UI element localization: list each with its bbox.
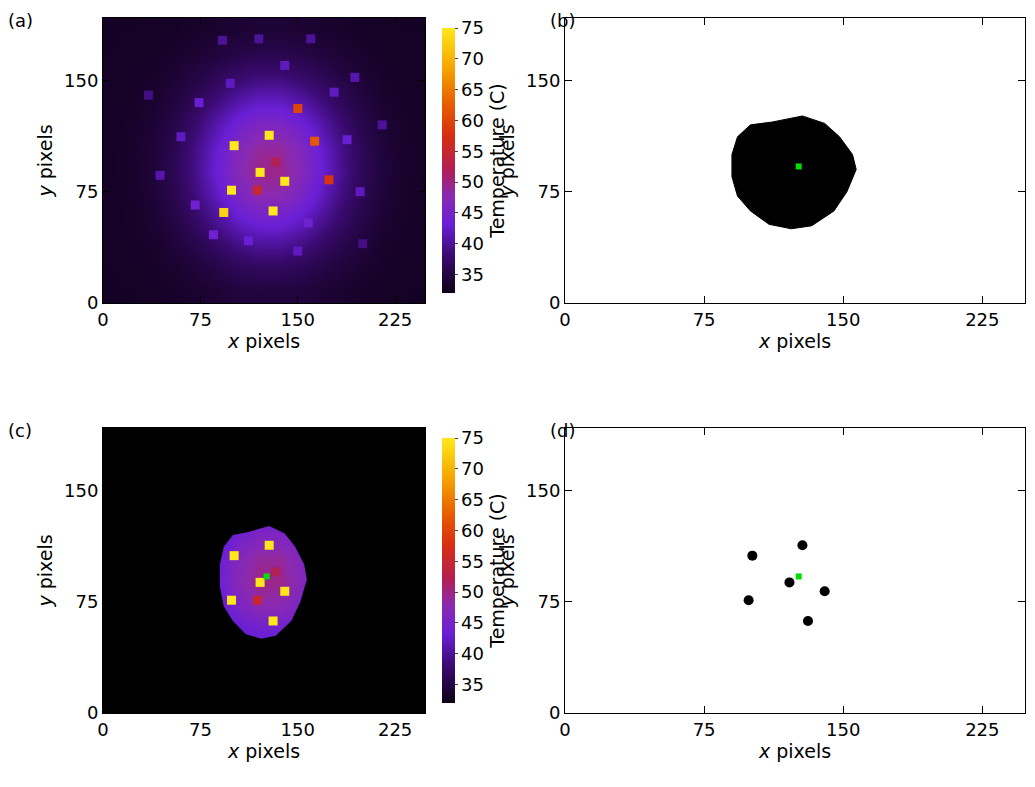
svg-text:225: 225 <box>965 309 999 330</box>
svg-text:75: 75 <box>461 17 484 38</box>
svg-text:150: 150 <box>281 719 315 740</box>
svg-text:75: 75 <box>461 427 484 448</box>
svg-text:150: 150 <box>826 309 860 330</box>
svg-text:0: 0 <box>559 719 570 740</box>
svg-text:x pixels: x pixels <box>758 740 831 762</box>
svg-text:Temperature (C): Temperature (C) <box>486 83 508 239</box>
svg-text:x pixels: x pixels <box>227 330 300 352</box>
svg-text:50: 50 <box>461 581 484 602</box>
svg-text:0: 0 <box>97 719 108 740</box>
svg-text:55: 55 <box>461 141 484 162</box>
svg-text:75: 75 <box>537 181 560 202</box>
svg-text:60: 60 <box>461 520 484 541</box>
svg-text:0: 0 <box>549 702 560 723</box>
svg-text:y pixels: y pixels <box>34 124 56 197</box>
svg-text:35: 35 <box>461 264 484 285</box>
svg-text:60: 60 <box>461 110 484 131</box>
svg-text:(d): (d) <box>550 420 575 441</box>
svg-text:x pixels: x pixels <box>758 330 831 352</box>
svg-text:70: 70 <box>461 48 484 69</box>
svg-text:75: 75 <box>75 181 98 202</box>
svg-text:150: 150 <box>281 309 315 330</box>
svg-text:40: 40 <box>461 643 484 664</box>
svg-text:0: 0 <box>559 309 570 330</box>
svg-text:225: 225 <box>378 309 412 330</box>
svg-text:(a): (a) <box>8 10 33 31</box>
svg-text:70: 70 <box>461 458 484 479</box>
svg-text:75: 75 <box>75 591 98 612</box>
svg-text:35: 35 <box>461 674 484 695</box>
svg-text:75: 75 <box>693 719 716 740</box>
svg-text:45: 45 <box>461 612 484 633</box>
svg-text:0: 0 <box>87 702 98 723</box>
svg-text:0: 0 <box>87 292 98 313</box>
svg-text:y pixels: y pixels <box>34 534 56 607</box>
svg-text:225: 225 <box>965 719 999 740</box>
svg-text:75: 75 <box>189 719 212 740</box>
svg-text:55: 55 <box>461 551 484 572</box>
svg-text:225: 225 <box>378 719 412 740</box>
svg-text:65: 65 <box>461 489 484 510</box>
svg-text:150: 150 <box>826 719 860 740</box>
svg-text:y pixels: y pixels <box>496 534 518 607</box>
svg-text:(b): (b) <box>550 10 575 31</box>
svg-text:65: 65 <box>461 79 484 100</box>
svg-text:75: 75 <box>537 591 560 612</box>
svg-text:0: 0 <box>97 309 108 330</box>
svg-text:150: 150 <box>526 480 560 501</box>
svg-text:Temperature (C): Temperature (C) <box>486 493 508 649</box>
svg-text:150: 150 <box>64 70 98 91</box>
svg-text:45: 45 <box>461 202 484 223</box>
svg-text:75: 75 <box>189 309 212 330</box>
svg-text:50: 50 <box>461 171 484 192</box>
svg-text:(c): (c) <box>8 420 32 441</box>
svg-text:40: 40 <box>461 233 484 254</box>
svg-text:75: 75 <box>693 309 716 330</box>
svg-text:150: 150 <box>526 70 560 91</box>
svg-text:y pixels: y pixels <box>496 124 518 197</box>
svg-text:x pixels: x pixels <box>227 740 300 762</box>
svg-text:150: 150 <box>64 480 98 501</box>
svg-text:0: 0 <box>549 292 560 313</box>
